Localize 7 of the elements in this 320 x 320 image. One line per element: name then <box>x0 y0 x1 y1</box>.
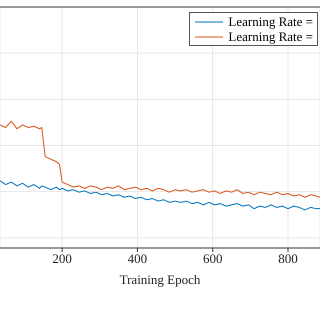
x-tick-label: 600 <box>202 251 222 266</box>
legend-label: Learning Rate = <box>228 14 313 29</box>
x-tick-label: 800 <box>278 251 298 266</box>
x-tick-label: 400 <box>128 251 148 266</box>
x-tick-label: 200 <box>52 251 72 266</box>
x-axis-title: Training Epoch <box>120 272 201 287</box>
legend-label: Learning Rate = <box>228 29 313 44</box>
